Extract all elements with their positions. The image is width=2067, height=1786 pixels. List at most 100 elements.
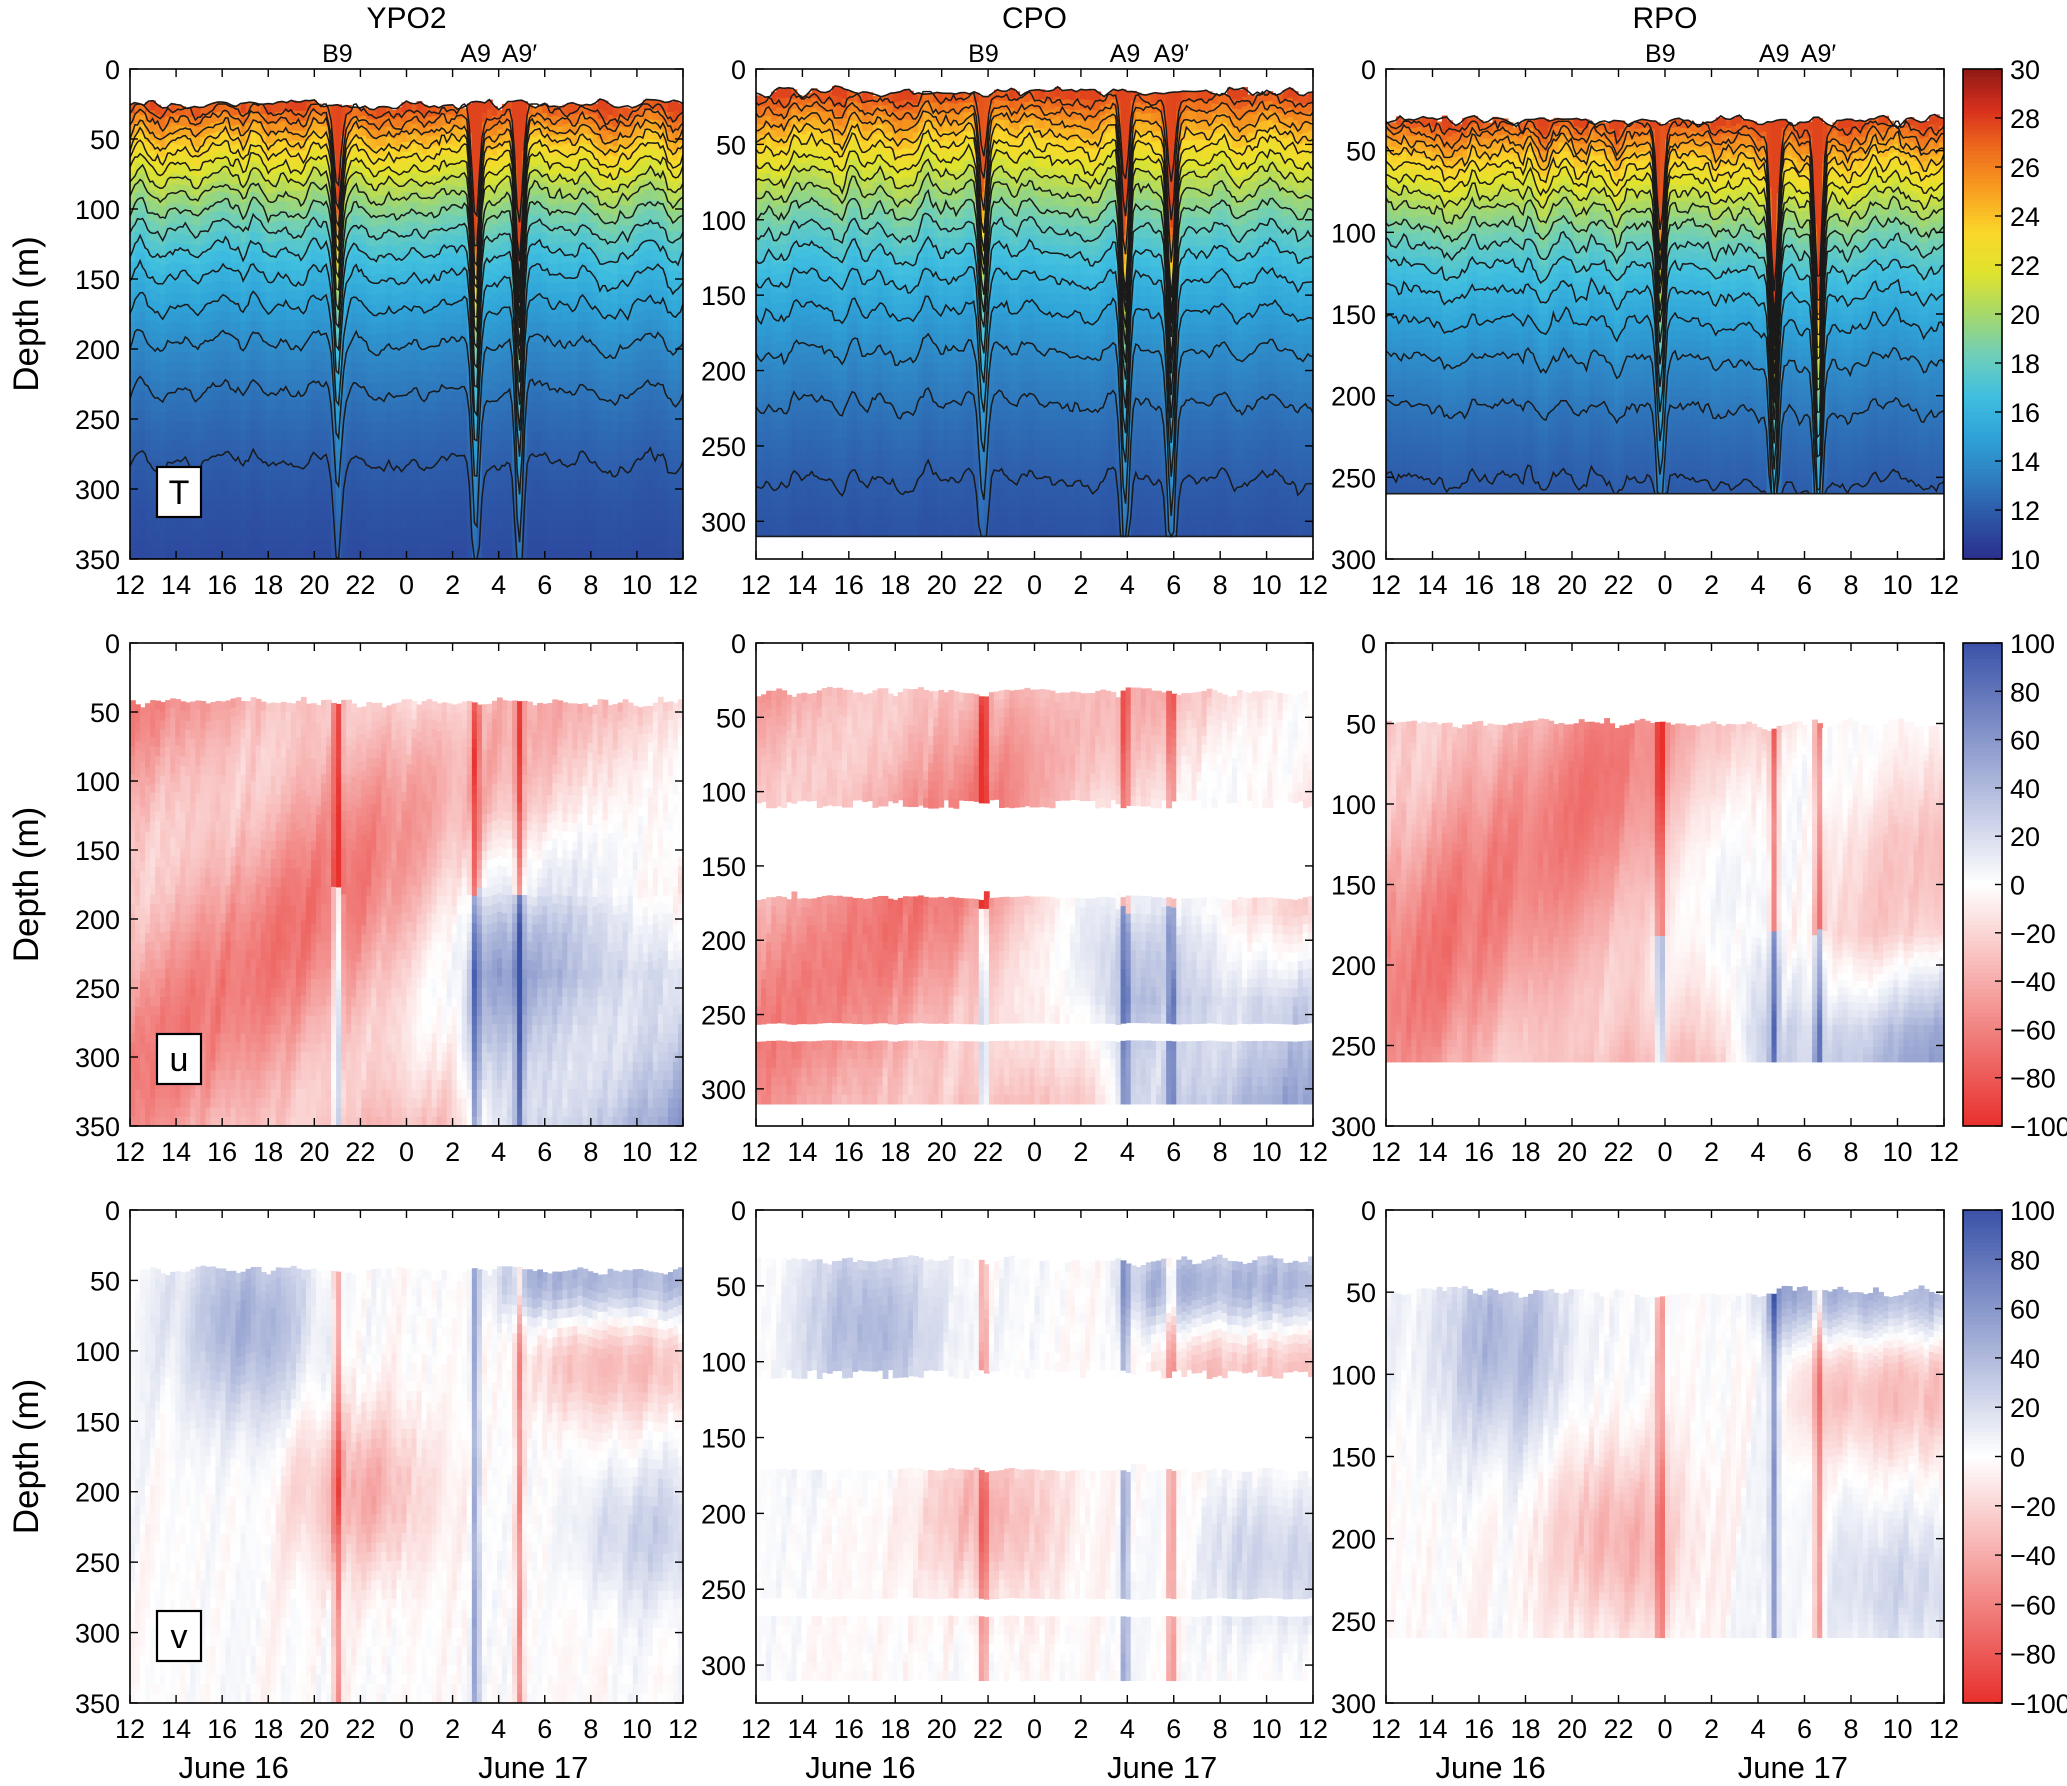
colorbar-tick-label: −40 <box>2010 1541 2056 1571</box>
y-tick-label: 250 <box>75 974 120 1004</box>
isotherm-27 <box>130 103 683 223</box>
heatmap-u-cpo <box>756 686 1313 1105</box>
isotherm-24 <box>130 125 683 293</box>
panel-label-box <box>155 1609 203 1663</box>
y-tick-label: 250 <box>75 1548 120 1578</box>
x-tick-label: 12 <box>1929 1137 1959 1167</box>
x-tick-label: 20 <box>927 1137 957 1167</box>
x-tick-label: 8 <box>1213 1714 1228 1744</box>
isotherm-16 <box>1386 277 1944 470</box>
x-tick-label: 8 <box>1213 1137 1228 1167</box>
y-tick-label: 250 <box>1331 463 1376 493</box>
x-tick-label: 12 <box>668 1137 698 1167</box>
event-label: A9′ <box>1801 40 1837 68</box>
x-tick-label: 4 <box>1120 1137 1135 1167</box>
panel-label: v <box>171 1618 188 1656</box>
x-tick-label: 6 <box>1797 1714 1812 1744</box>
x-tick-label: 2 <box>1704 1137 1719 1167</box>
colorbar-T: 30 28 26 24 22 20 18 16 14 12 10 <box>1962 55 2040 575</box>
isotherm-22 <box>756 143 1313 324</box>
x-tick-label: 0 <box>399 570 414 600</box>
y-tick-label: 150 <box>75 265 120 295</box>
colorbar-tick-label: 22 <box>2010 251 2040 281</box>
x-tick-label: 12 <box>1298 1137 1328 1167</box>
x-tick-label: 16 <box>207 1137 237 1167</box>
y-tick-label: 50 <box>716 703 746 733</box>
y-tick-label: 0 <box>731 55 746 85</box>
x-tick-label: 22 <box>973 1714 1003 1744</box>
x-tick-label: 12 <box>668 1714 698 1744</box>
colorbar-tick-label: −100 <box>2010 1112 2067 1142</box>
y-tick-label: 300 <box>1331 545 1376 575</box>
colorbar-tick-label: −20 <box>2010 1492 2056 1522</box>
x-tick-label: 10 <box>1252 570 1282 600</box>
x-tick-label: 22 <box>345 570 375 600</box>
x-tick-label: 6 <box>1166 1137 1181 1167</box>
y-axis-label: Depth (m) <box>7 1379 46 1535</box>
x-tick-label: 18 <box>880 1137 910 1167</box>
x-tick-label: 4 <box>1750 1137 1765 1167</box>
isotherm-14 <box>1386 346 1944 495</box>
x-tick-label: 16 <box>1464 1714 1494 1744</box>
x-tick-label: 16 <box>834 570 864 600</box>
y-tick-label: 200 <box>75 335 120 365</box>
x-tick-label: 8 <box>1843 1714 1858 1744</box>
x-tick-label: 6 <box>1797 570 1812 600</box>
x-tick-label: 2 <box>1704 1714 1719 1744</box>
x-tick-label: 10 <box>1882 1137 1912 1167</box>
colorbar-tick-label: 10 <box>2010 545 2040 575</box>
colorbar-tick-label: −20 <box>2010 919 2056 949</box>
y-tick-label: 250 <box>701 432 746 462</box>
isotherm-26 <box>1386 123 1944 316</box>
isotherm-15 <box>130 290 683 457</box>
colorbar-tick-label: −100 <box>2010 1689 2067 1719</box>
isotherm-21 <box>1386 182 1944 375</box>
y-tick-label: 50 <box>1346 1278 1376 1308</box>
y-axis-label: Depth (m) <box>7 807 46 963</box>
x-tick-label: 12 <box>1298 570 1328 600</box>
y-tick-label: 250 <box>75 405 120 435</box>
x-tick-label: 0 <box>1027 1714 1042 1744</box>
x-tick-label: 18 <box>1510 570 1540 600</box>
y-tick-label: 100 <box>75 767 120 797</box>
isotherm-20 <box>1386 195 1944 390</box>
x-tick-label: 6 <box>537 1137 552 1167</box>
y-tick-label: 200 <box>1331 382 1376 412</box>
y-tick-label: 50 <box>716 1272 746 1302</box>
colorbar-tick-label: 60 <box>2010 1295 2040 1325</box>
x-tick-label: 12 <box>1371 1137 1401 1167</box>
x-tick-label: 4 <box>1750 570 1765 600</box>
colorbar-tick-label: 20 <box>2010 822 2040 852</box>
isotherm-17 <box>130 233 683 405</box>
y-tick-label: 0 <box>105 629 120 659</box>
x-tick-label: 12 <box>1371 570 1401 600</box>
date-label: June 16 <box>805 1750 915 1785</box>
colorbar-tick-label: 20 <box>2010 1393 2040 1423</box>
x-tick-label: 4 <box>1120 1714 1135 1744</box>
isotherm-23 <box>756 128 1313 315</box>
x-tick-label: 22 <box>345 1714 375 1744</box>
y-tick-label: 50 <box>1346 710 1376 740</box>
event-label: B9 <box>1645 40 1676 68</box>
x-tick-label: 0 <box>1657 570 1672 600</box>
y-tick-label: 50 <box>90 125 120 155</box>
isotherm-17 <box>1386 254 1944 444</box>
x-tick-label: 14 <box>161 570 191 600</box>
colorbar-tick-label: 14 <box>2010 447 2040 477</box>
panel-label: u <box>170 1041 189 1079</box>
x-tick-label: 4 <box>491 1714 506 1744</box>
x-tick-label: 6 <box>537 1714 552 1744</box>
x-tick-label: 14 <box>787 1714 817 1744</box>
isotherm-19 <box>756 188 1313 374</box>
x-tick-label: 20 <box>1557 570 1587 600</box>
x-tick-label: 20 <box>1557 1137 1587 1167</box>
x-tick-label: 20 <box>1557 1714 1587 1744</box>
isotherm-18 <box>1386 230 1944 421</box>
y-tick-label: 300 <box>701 1651 746 1681</box>
y-tick-label: 250 <box>701 1575 746 1605</box>
colorbar-tick-label: 0 <box>2010 871 2025 901</box>
event-label: A9 <box>1759 40 1790 68</box>
y-tick-label: 50 <box>90 1266 120 1296</box>
